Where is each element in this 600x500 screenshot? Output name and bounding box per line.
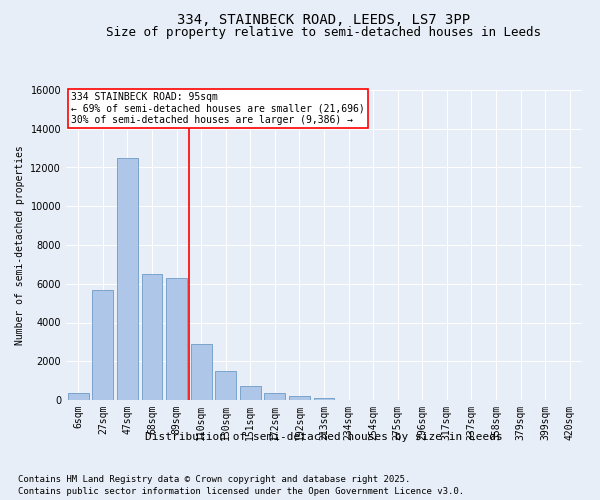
Bar bbox=[314, 398, 334, 400]
Text: Contains HM Land Registry data © Crown copyright and database right 2025.: Contains HM Land Registry data © Crown c… bbox=[18, 474, 410, 484]
Text: 334, STAINBECK ROAD, LEEDS, LS7 3PP: 334, STAINBECK ROAD, LEEDS, LS7 3PP bbox=[178, 12, 470, 26]
Text: 334 STAINBECK ROAD: 95sqm
← 69% of semi-detached houses are smaller (21,696)
30%: 334 STAINBECK ROAD: 95sqm ← 69% of semi-… bbox=[71, 92, 365, 124]
Bar bbox=[166, 278, 187, 400]
Bar bbox=[92, 290, 113, 400]
Text: Contains public sector information licensed under the Open Government Licence v3: Contains public sector information licen… bbox=[18, 486, 464, 496]
Text: Size of property relative to semi-detached houses in Leeds: Size of property relative to semi-detach… bbox=[107, 26, 542, 39]
Bar bbox=[117, 158, 138, 400]
Bar bbox=[191, 344, 212, 400]
Bar bbox=[142, 274, 163, 400]
Bar bbox=[265, 393, 286, 400]
Bar bbox=[289, 396, 310, 400]
Bar bbox=[240, 386, 261, 400]
Y-axis label: Number of semi-detached properties: Number of semi-detached properties bbox=[15, 145, 25, 345]
Bar bbox=[68, 393, 89, 400]
Text: Distribution of semi-detached houses by size in Leeds: Distribution of semi-detached houses by … bbox=[145, 432, 503, 442]
Bar bbox=[215, 371, 236, 400]
